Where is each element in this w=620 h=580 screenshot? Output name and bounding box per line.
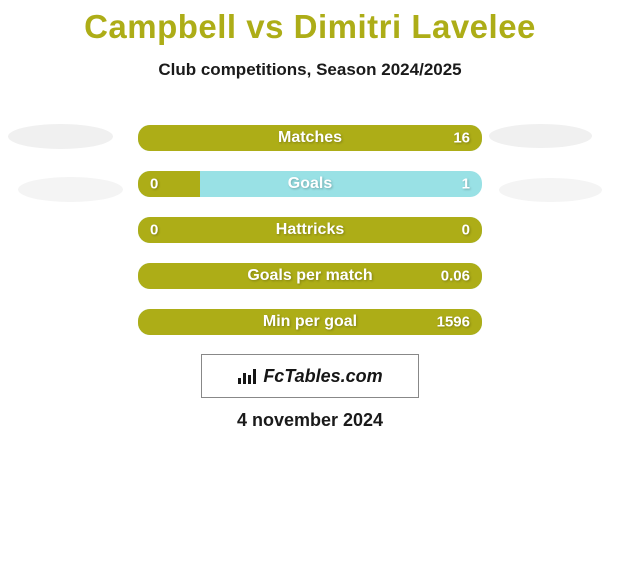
stat-label: Matches xyxy=(278,129,342,147)
stat-value-right: 1596 xyxy=(437,314,470,331)
stat-row: 1596 Min per goal xyxy=(138,309,482,335)
brand-text: FcTables.com xyxy=(237,366,382,387)
player-left-avatar-top xyxy=(8,124,113,149)
stat-value-right: 0.06 xyxy=(441,268,470,285)
stat-label: Min per goal xyxy=(263,313,357,331)
date-line: 4 november 2024 xyxy=(237,410,383,431)
stat-row: 0.06 Goals per match xyxy=(138,263,482,289)
page-title: Campbell vs Dimitri Lavelee xyxy=(0,0,620,46)
stat-value-right: 1 xyxy=(462,176,470,193)
stats-container: 16 Matches 0 1 Goals 0 0 Hattricks 0.06 Goals per… xyxy=(138,125,482,355)
stat-row: 0 1 Goals xyxy=(138,171,482,197)
stat-label: Goals per match xyxy=(247,267,372,285)
stat-value-right: 0 xyxy=(462,222,470,239)
stat-fill-left xyxy=(138,171,200,197)
stat-value-right: 16 xyxy=(453,130,470,147)
player-left-avatar-bottom xyxy=(18,177,123,202)
stat-row: 16 Matches xyxy=(138,125,482,151)
player-right-avatar-bottom xyxy=(499,178,602,202)
bar-chart-icon xyxy=(237,367,259,385)
stat-row: 0 0 Hattricks xyxy=(138,217,482,243)
stat-label: Hattricks xyxy=(276,221,344,239)
player-right-avatar-top xyxy=(489,124,592,148)
stat-value-left: 0 xyxy=(150,176,158,193)
brand-label: FcTables.com xyxy=(263,366,382,387)
brand-box[interactable]: FcTables.com xyxy=(201,354,419,398)
subtitle: Club competitions, Season 2024/2025 xyxy=(0,60,620,80)
stat-value-left: 0 xyxy=(150,222,158,239)
stat-label: Goals xyxy=(288,175,332,193)
